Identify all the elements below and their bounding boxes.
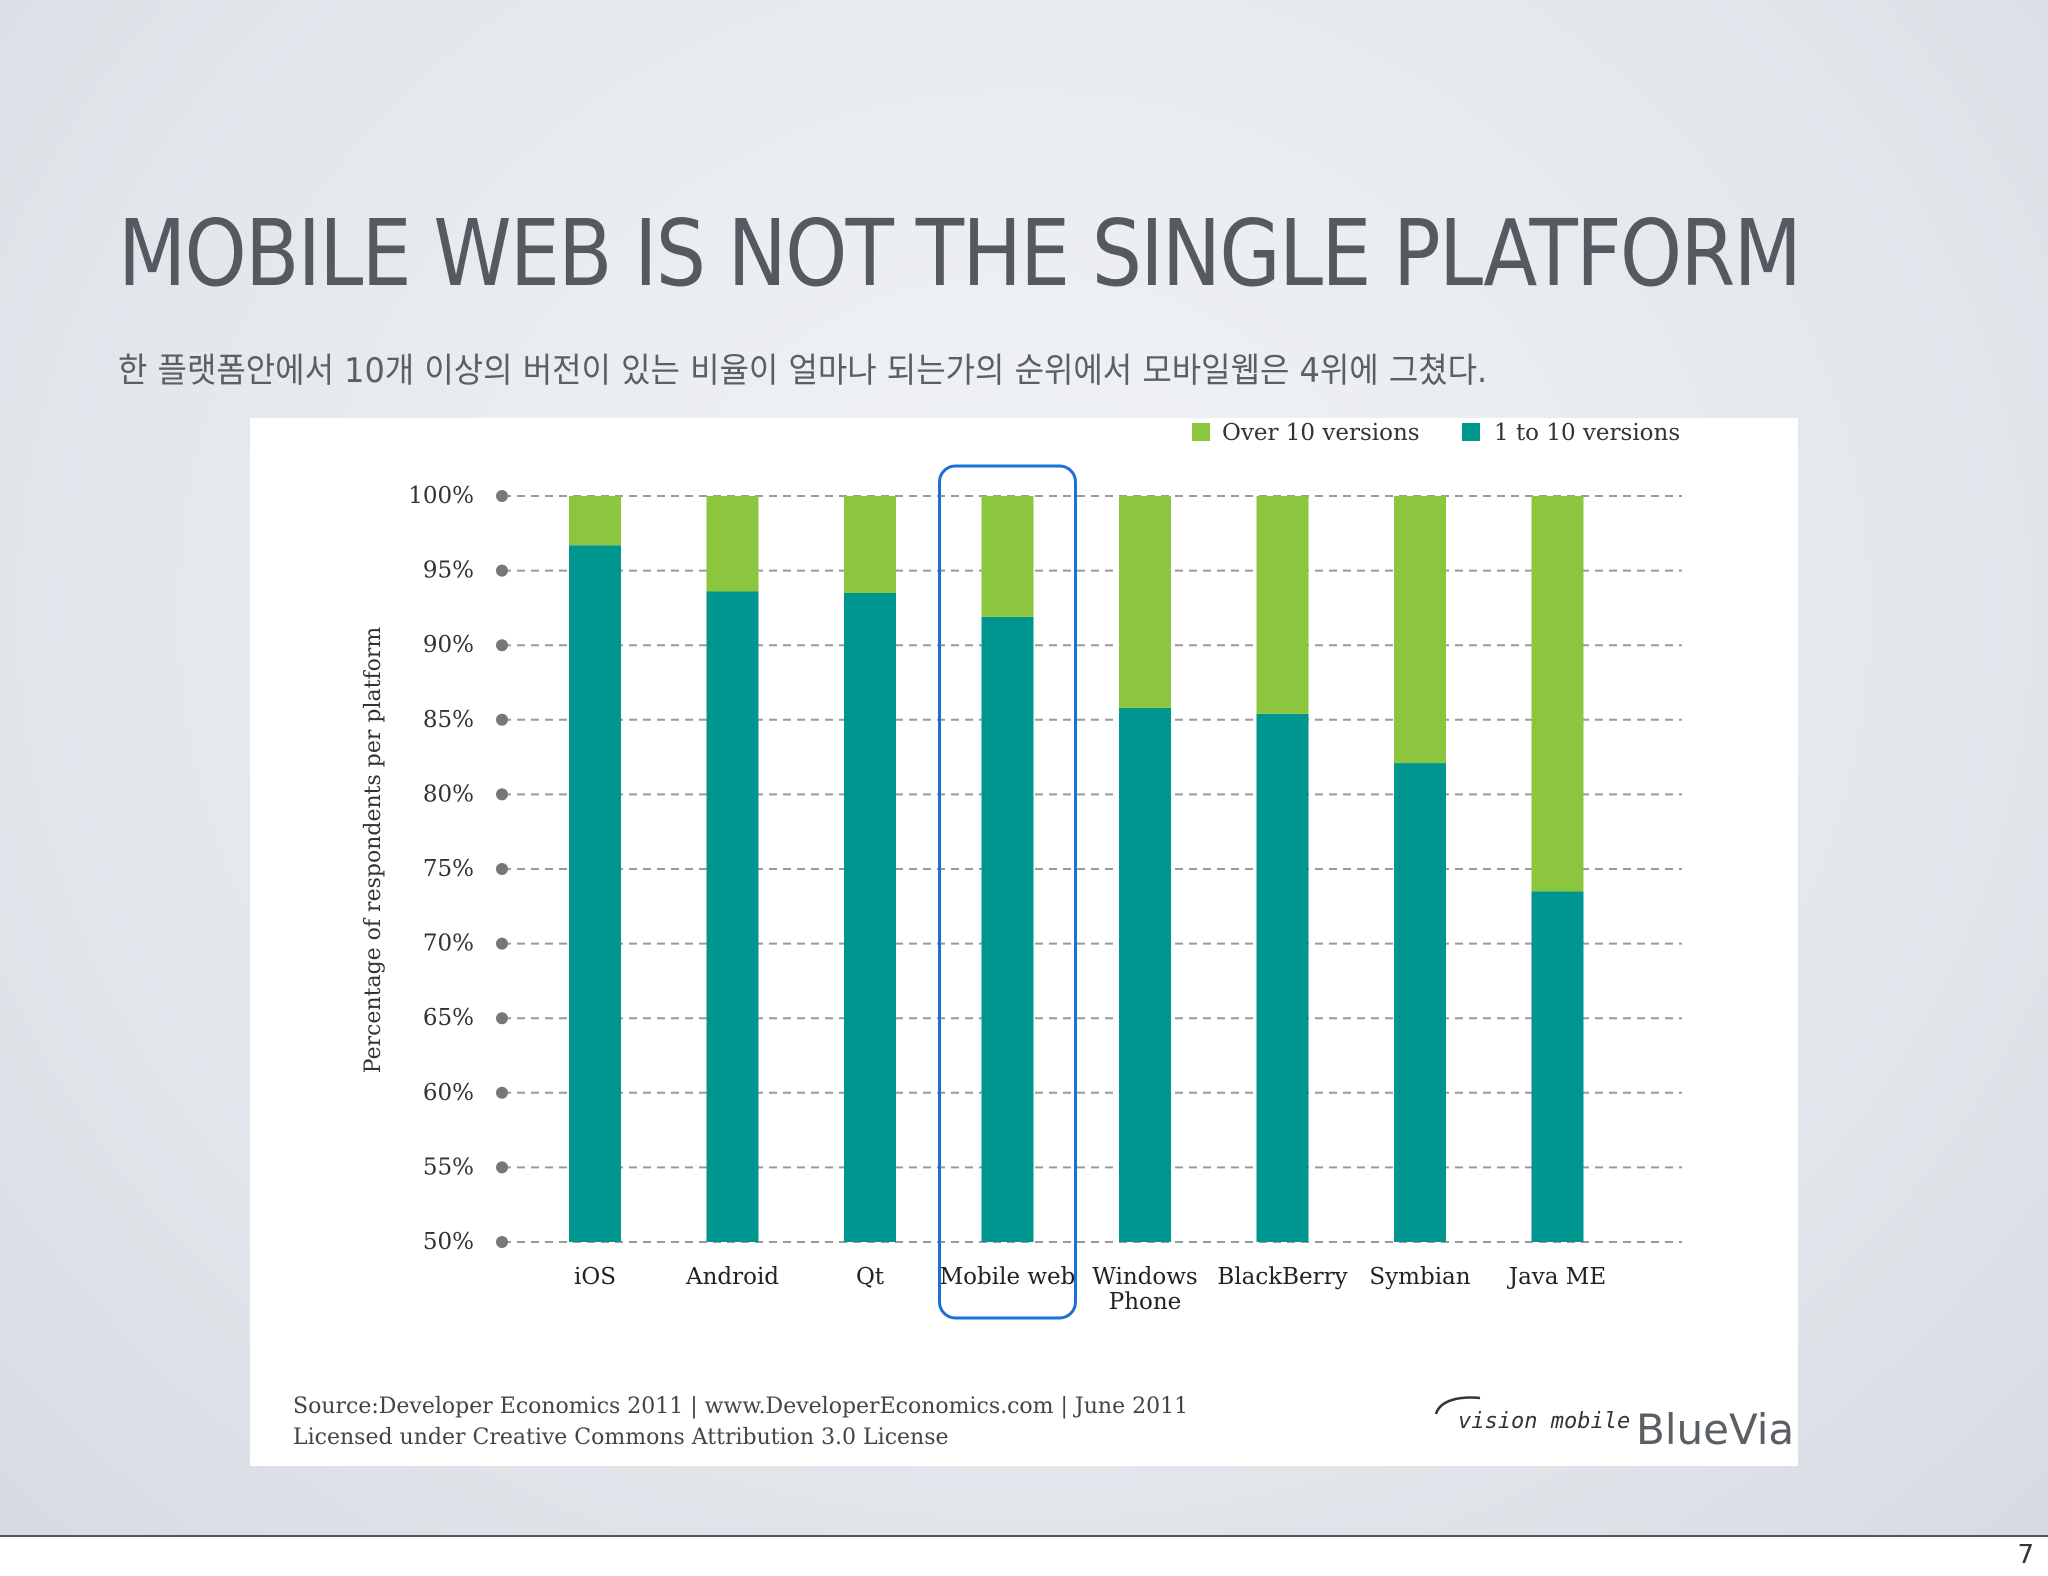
legend-label-1-to-10: 1 to 10 versions [1494, 420, 1680, 446]
slide-title: MOBILE WEB IS NOT THE SINGLE PLATFORM [118, 200, 1802, 307]
bar-segment-1-to-10 [1256, 713, 1309, 1242]
bar-segment-over-10 [1256, 496, 1309, 714]
y-tick-label: 95% [423, 558, 474, 584]
y-tick-label: 50% [423, 1229, 474, 1255]
y-tick-label: 75% [423, 856, 474, 882]
bluevia-logo: BlueVia [1636, 1405, 1794, 1454]
source-line-2: Licensed under Creative Commons Attribut… [293, 1425, 949, 1450]
y-tick-label: 85% [423, 707, 474, 733]
y-tick-label: 65% [423, 1005, 474, 1031]
bar-segment-over-10 [981, 496, 1034, 617]
legend-label-over-10: Over 10 versions [1222, 420, 1420, 446]
x-tick-label: Windows [1092, 1264, 1197, 1290]
bar-segment-over-10 [569, 496, 621, 546]
visionmobile-swoosh [1434, 1396, 1481, 1415]
visionmobile-logo: vision mobile [1434, 1396, 1630, 1434]
y-tick-label: 60% [423, 1080, 474, 1106]
bar-segment-1-to-10 [1119, 707, 1171, 1242]
legend-swatch-1-to-10 [1462, 423, 1480, 441]
y-tick-dot [496, 1012, 508, 1025]
y-tick-label: 90% [423, 632, 474, 658]
y-tick-dot [496, 564, 508, 577]
bar-segment-over-10 [706, 496, 759, 592]
bar-layer [569, 496, 1584, 1242]
x-tick-label: Phone [1109, 1289, 1182, 1315]
chart-panel: 50% 55% 60% 65% 70% 75% 80% 85% 90% 95% 100% iOS And… [250, 418, 1798, 1466]
x-tick-label: BlackBerry [1217, 1264, 1347, 1290]
y-axis-label: Percentage of respondents per platform [361, 627, 386, 1074]
y-tick-label: 80% [423, 781, 474, 807]
y-tick-dot [496, 863, 508, 875]
bar-segment-over-10 [1119, 496, 1171, 708]
x-tick-label: Symbian [1369, 1264, 1470, 1290]
y-tick-label: 100% [408, 483, 474, 509]
bar-segment-1-to-10 [844, 592, 896, 1242]
x-tick-label: iOS [574, 1264, 616, 1290]
grid-layer [496, 490, 1682, 1248]
y-tick-dot [496, 490, 508, 502]
y-tick-label: 70% [423, 931, 474, 957]
x-tick-label: Qt [856, 1264, 885, 1290]
highlight-box-mobile-web [938, 464, 1077, 1320]
y-tick-dot [496, 1161, 508, 1174]
bar-segment-1-to-10 [706, 591, 759, 1242]
bar-segment-over-10 [1531, 496, 1584, 892]
y-tick-dot [496, 1086, 508, 1099]
bar-segment-1-to-10 [1531, 891, 1584, 1242]
bar-segment-1-to-10 [981, 616, 1034, 1242]
visionmobile-logo-text: vision mobile [1458, 1409, 1630, 1434]
slide-subtitle: 한 플랫폼안에서 10개 이상의 버전이 있는 비율이 얼마나 되는가의 순위에… [118, 351, 1488, 391]
y-tick-dot [496, 937, 508, 950]
x-tick-label: Java ME [1507, 1264, 1606, 1290]
source-line-1: Source:Developer Economics 2011 | www.De… [293, 1394, 1188, 1419]
bar-segment-1-to-10 [569, 545, 621, 1242]
label-layer: 50% 55% 60% 65% 70% 75% 80% 85% 90% 95% 100% iOS And… [408, 483, 1606, 1315]
bar-segment-1-to-10 [1394, 763, 1446, 1242]
y-tick-dot [496, 1236, 508, 1248]
x-tick-label: Mobile web [940, 1264, 1076, 1290]
y-tick-dot [496, 788, 508, 801]
y-tick-label: 55% [423, 1154, 474, 1180]
bar-segment-over-10 [844, 496, 896, 593]
bar-segment-over-10 [1394, 496, 1446, 764]
legend-swatch-over-10 [1192, 423, 1210, 441]
y-tick-dot [496, 713, 508, 726]
x-tick-label: Android [685, 1264, 779, 1290]
y-tick-dot [496, 639, 508, 652]
page-number: 7 [2017, 1540, 2034, 1570]
legend: Over 10 versions 1 to 10 versions [1192, 420, 1680, 446]
stacked-bar-chart: 50% 55% 60% 65% 70% 75% 80% 85% 90% 95% 100% iOS And… [293, 420, 1794, 1454]
